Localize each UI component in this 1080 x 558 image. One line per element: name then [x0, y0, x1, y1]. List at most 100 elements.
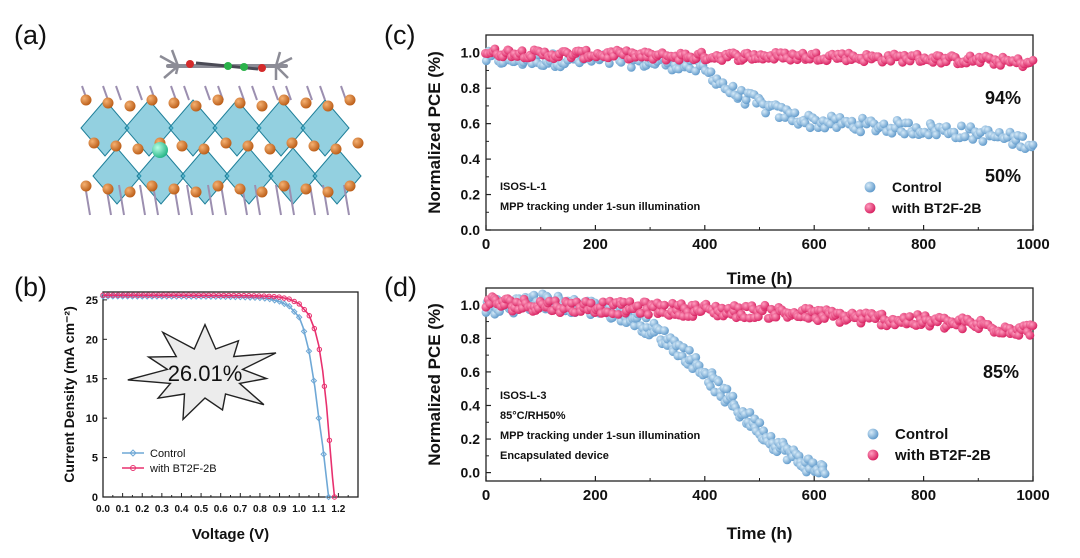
- iodide-atom: [124, 100, 136, 112]
- data-point-control: [805, 123, 815, 133]
- x-tick-label-d: 600: [802, 487, 827, 504]
- data-point-control: [761, 108, 770, 118]
- organic-spacer: [343, 184, 350, 216]
- data-point-control: [728, 81, 738, 91]
- data-point-bt2f-2b: [140, 292, 146, 298]
- data-point-bt2f-2b: [246, 293, 252, 299]
- iodide-atom: [110, 140, 122, 152]
- x-axis-title-c: Time (h): [727, 269, 793, 288]
- data-point-control: [305, 347, 313, 355]
- data-point-control: [276, 298, 283, 305]
- condition-note-c: MPP tracking under 1-sun illumination: [500, 201, 701, 213]
- efficiency-value-badge: 26.01%: [168, 361, 243, 386]
- data-point-bt2f-2b: [1028, 321, 1038, 330]
- data-point-bt2f-2b: [165, 292, 172, 298]
- y-tick-label-b: 20: [86, 334, 98, 346]
- organic-spacer: [207, 184, 214, 216]
- data-point-control: [315, 414, 323, 422]
- stability-chart-isos-l-3: 0 200 400 600 800 1000 0.0 0.2 0.4 0.6 0.8 1.0 Time …: [425, 287, 1050, 543]
- organic-spacer: [115, 85, 122, 101]
- iodide-atom: [234, 97, 246, 109]
- data-point-bt2f-2b: [527, 52, 536, 62]
- x-tick-label-c: 400: [692, 236, 717, 253]
- y-tick-label-c: 1.0: [461, 45, 481, 61]
- data-point-bt2f-2b: [281, 295, 287, 301]
- data-point-bt2f-2b: [296, 301, 302, 307]
- octahedron: [80, 99, 130, 157]
- x-tick-label-b: 0.8: [253, 504, 267, 515]
- data-point-control: [1018, 132, 1028, 141]
- data-point-bt2f-2b: [771, 312, 781, 322]
- organic-spacer: [238, 85, 245, 101]
- y-tick-label-c: 0.4: [461, 151, 481, 167]
- data-point-control: [942, 122, 951, 131]
- iodide-atom: [344, 94, 356, 106]
- iodide-atom: [256, 186, 268, 198]
- data-point-control: [847, 116, 857, 126]
- data-point-bt2f-2b: [286, 296, 292, 302]
- data-point-bt2f-2b: [120, 292, 126, 298]
- data-point-control: [728, 391, 738, 401]
- iodide-atom: [124, 186, 136, 198]
- data-point-control: [790, 108, 800, 118]
- data-point-bt2f-2b: [301, 306, 307, 313]
- data-point-bt2f-2b: [316, 346, 323, 353]
- data-point-control: [741, 95, 751, 105]
- organic-spacer: [118, 184, 125, 216]
- iodide-atom: [212, 180, 224, 192]
- x-tick-label-b: 0.5: [194, 504, 208, 515]
- data-point-control: [300, 328, 308, 335]
- organic-spacer: [139, 184, 146, 216]
- data-point-control: [626, 63, 636, 72]
- organic-spacer: [204, 85, 211, 101]
- x-tick-label-b: 1.1: [312, 504, 326, 515]
- x-tick-label-d: 400: [692, 487, 717, 504]
- cation-atom: [152, 142, 168, 158]
- legend-label-control: Control: [892, 179, 942, 195]
- octahedra-lattice: [80, 85, 364, 216]
- data-point-bt2f-2b: [256, 293, 262, 299]
- legend-swatch-control: [867, 428, 879, 440]
- data-point-control: [820, 469, 830, 479]
- y-tick-label-b: 10: [86, 413, 98, 425]
- iodide-atom: [234, 183, 246, 195]
- data-point-bt2f-2b: [613, 310, 623, 319]
- legend-swatch-bt2f-2b: [867, 449, 879, 461]
- iodide-atom: [278, 180, 290, 192]
- data-point-bt2f-2b: [205, 292, 212, 299]
- data-point-bt2f-2b: [811, 48, 821, 58]
- data-point-bt2f-2b: [135, 292, 141, 298]
- data-point-control: [766, 431, 776, 441]
- y-tick-label-c: 0.2: [461, 187, 481, 203]
- data-point-bt2f-2b: [251, 293, 257, 299]
- x-tick-label-c: 600: [802, 236, 827, 253]
- legend-label-bt2f-2b: with BT2F-2B: [894, 447, 991, 464]
- y-tick-label-b: 5: [92, 453, 98, 465]
- legend-swatch-marker: [130, 465, 136, 471]
- data-point-control: [1028, 140, 1038, 150]
- legend-label-control: Control: [150, 448, 185, 460]
- data-point-bt2f-2b: [160, 292, 167, 298]
- data-point-control: [706, 67, 716, 77]
- iodide-atom: [190, 186, 202, 198]
- data-point-control: [271, 296, 278, 304]
- x-tick-label-b: 0.2: [135, 504, 149, 515]
- y-tick-label-d: 0.4: [461, 397, 481, 413]
- data-point-bt2f-2b: [321, 383, 328, 389]
- iodide-atom: [278, 94, 290, 106]
- y-tick-label-d: 0.8: [461, 330, 481, 346]
- y-tick-label-d: 0.6: [461, 364, 481, 380]
- data-point-bt2f-2b: [241, 292, 247, 299]
- data-point-bt2f-2b: [150, 292, 157, 298]
- x-tick-label-d: 800: [911, 487, 936, 504]
- end-value-label-bt2f-2b: 85%: [983, 362, 1019, 382]
- x-tick-label-b: 0.9: [273, 504, 287, 515]
- y-tick-label-d: 1.0: [461, 297, 481, 313]
- x-tick-label-b: 0.0: [96, 504, 110, 515]
- data-point-control: [904, 118, 913, 128]
- organic-spacer: [272, 85, 279, 101]
- data-point-control: [722, 384, 732, 394]
- data-point-bt2f-2b: [231, 292, 237, 299]
- data-point-bt2f-2b: [291, 298, 297, 305]
